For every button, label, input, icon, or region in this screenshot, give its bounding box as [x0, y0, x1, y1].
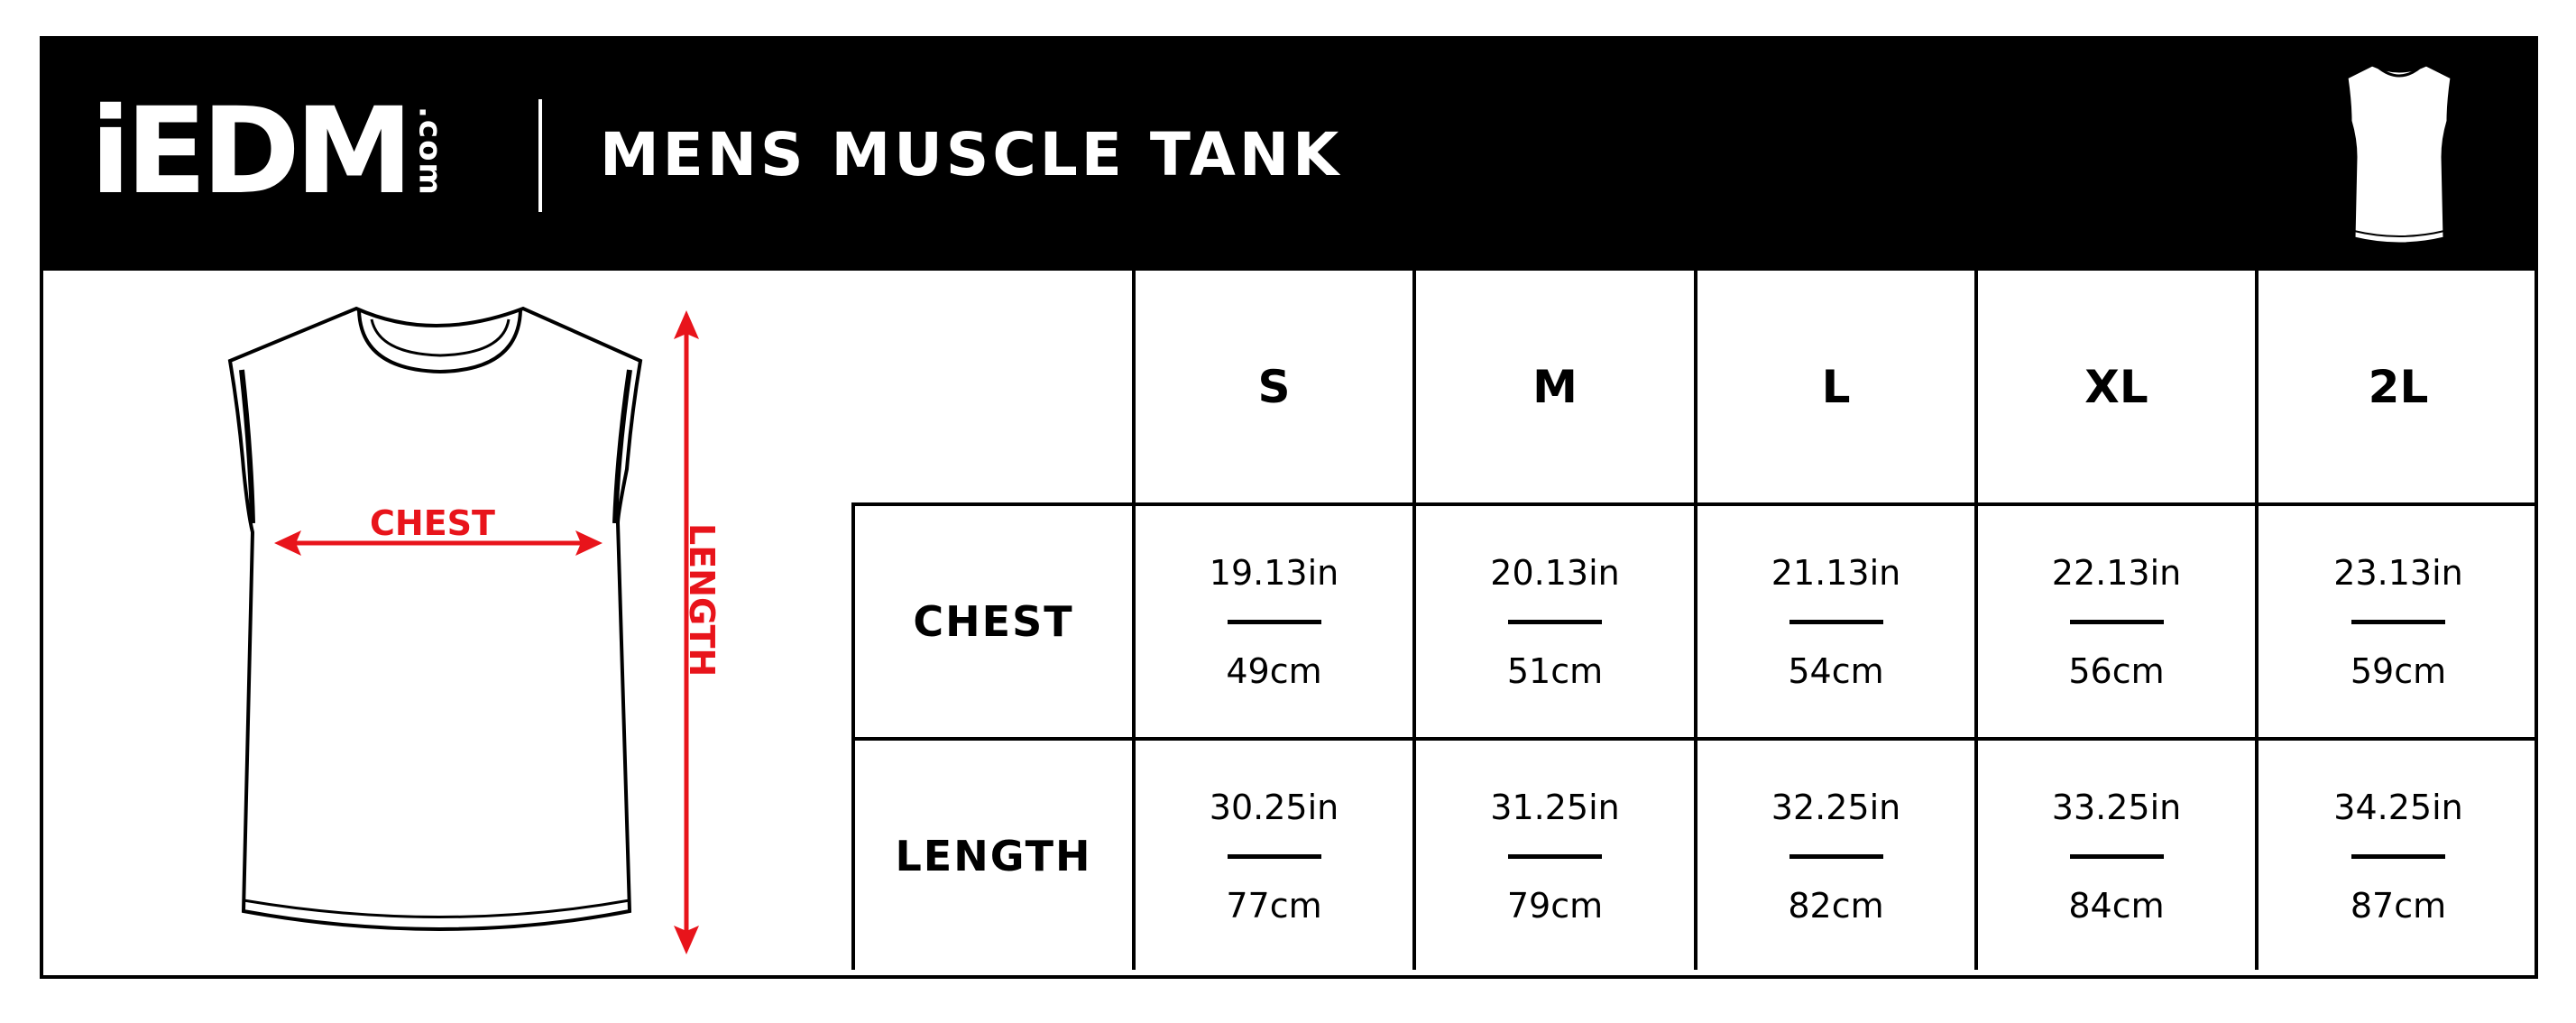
size-header-2l: 2L — [2368, 360, 2429, 413]
row-label-chest: CHEST — [913, 597, 1074, 646]
length-cell-s: 30.25in 77cm — [1136, 741, 1412, 972]
divider — [2069, 619, 2164, 624]
divider — [2351, 853, 2445, 859]
divider — [2069, 853, 2164, 859]
grid-line — [1132, 271, 1136, 970]
chest-cell-m: 20.13in 51cm — [1416, 506, 1694, 737]
cm-value: 82cm — [1788, 885, 1884, 926]
length-cell-xl: 33.25in 84cm — [1978, 741, 2255, 972]
chest-label: CHEST — [370, 503, 495, 543]
grid-line — [2255, 271, 2259, 970]
cm-value: 51cm — [1506, 650, 1604, 691]
divider — [1789, 853, 1883, 859]
divider — [1227, 619, 1321, 624]
divider — [1789, 619, 1883, 624]
grid-line — [1974, 271, 1978, 970]
inch-value: 23.13in — [2333, 552, 2463, 593]
chest-cell-s: 19.13in 49cm — [1136, 506, 1412, 737]
divider — [1508, 853, 1602, 859]
grid-line — [851, 502, 2538, 506]
inch-value: 19.13in — [1209, 552, 1339, 593]
header-divider — [538, 99, 542, 212]
tank-top-diagram — [227, 306, 643, 931]
logo-suffix: .com — [411, 106, 448, 197]
cm-value: 59cm — [2350, 650, 2447, 691]
inch-value: 32.25in — [1771, 787, 1901, 827]
chest-arrow — [274, 530, 603, 556]
inch-value: 21.13in — [1771, 552, 1901, 593]
chest-cell-xl: 22.13in 56cm — [1978, 506, 2255, 737]
header-bar — [40, 36, 2538, 271]
row-label-length: LENGTH — [895, 832, 1092, 880]
chest-cell-l: 21.13in 54cm — [1697, 506, 1974, 737]
grid-line — [851, 737, 2538, 741]
inch-value: 31.25in — [1490, 787, 1620, 827]
size-header-s: S — [1257, 360, 1291, 413]
cm-value: 56cm — [2068, 650, 2165, 691]
grid-line — [1694, 271, 1697, 970]
cm-value: 79cm — [1506, 885, 1604, 926]
length-label: LENGTH — [682, 523, 722, 677]
chest-cell-2l: 23.13in 59cm — [2259, 506, 2538, 737]
divider — [1508, 619, 1602, 624]
cm-value: 54cm — [1788, 650, 1884, 691]
length-cell-m: 31.25in 79cm — [1416, 741, 1694, 972]
page-title: MENS MUSCLE TANK — [600, 120, 1343, 189]
grid-line — [1412, 271, 1416, 970]
inch-value: 33.25in — [2051, 787, 2182, 827]
divider — [2351, 619, 2445, 624]
inch-value: 34.25in — [2333, 787, 2463, 827]
cm-value: 77cm — [1226, 885, 1322, 926]
cm-value: 87cm — [2350, 885, 2447, 926]
logo-text: iEDM — [90, 81, 413, 221]
size-header-m: M — [1532, 360, 1578, 413]
iedm-logo: iEDM .com — [90, 90, 447, 212]
length-cell-l: 32.25in 82cm — [1697, 741, 1974, 972]
inch-value: 20.13in — [1490, 552, 1620, 593]
tank-top-icon — [2345, 63, 2453, 245]
divider — [1227, 853, 1321, 859]
length-arrow — [674, 310, 699, 954]
cm-value: 49cm — [1226, 650, 1322, 691]
size-chart-frame — [40, 36, 2538, 979]
cm-value: 84cm — [2068, 885, 2165, 926]
inch-value: 30.25in — [1209, 787, 1339, 827]
inch-value: 22.13in — [2051, 552, 2182, 593]
length-cell-2l: 34.25in 87cm — [2259, 741, 2538, 972]
size-header-l: L — [1821, 360, 1851, 413]
size-header-xl: XL — [2084, 360, 2148, 413]
